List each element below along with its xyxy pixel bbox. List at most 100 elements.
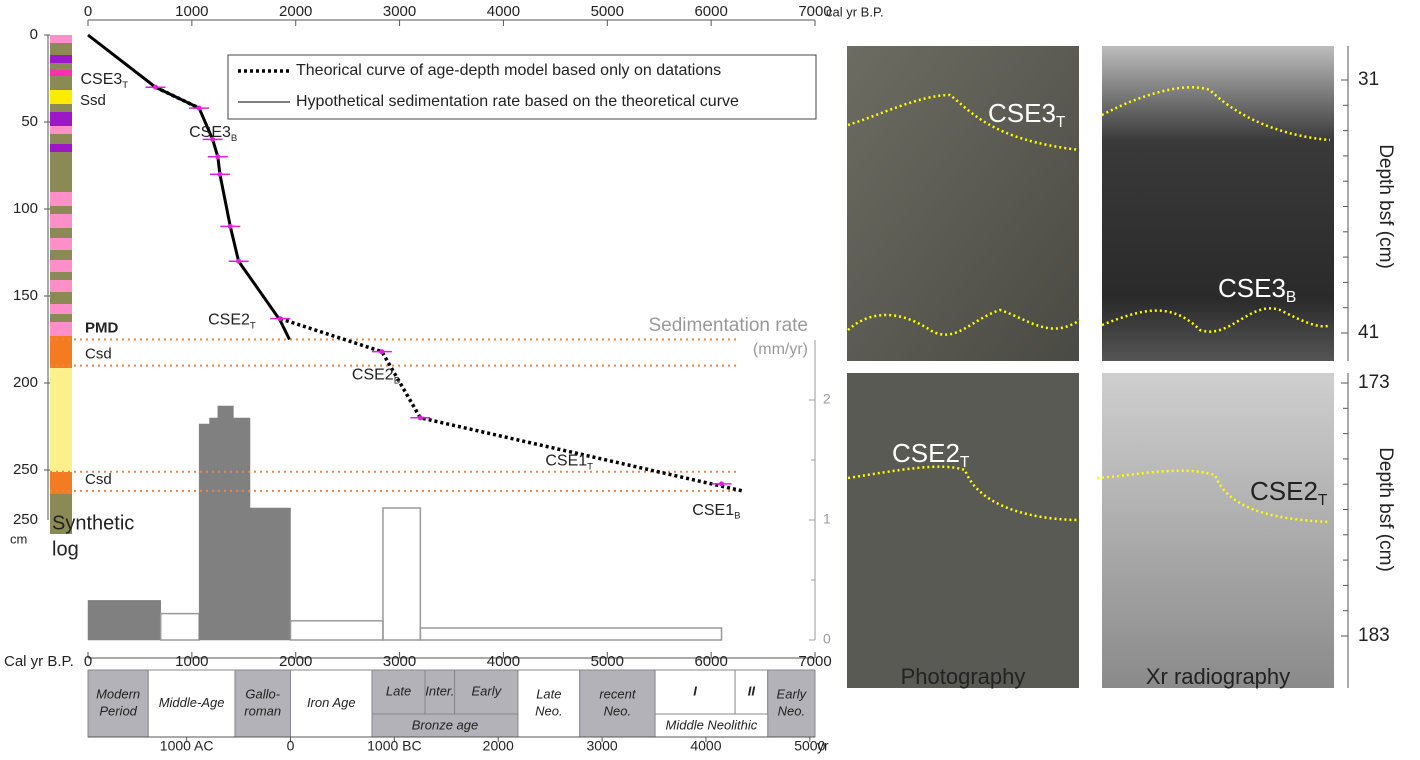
period-label: Inter. (425, 683, 454, 698)
annotation: CSE1B (692, 502, 740, 521)
log-layer (50, 90, 72, 104)
core-axis-label: Depth bsf (cm) (1375, 144, 1396, 269)
bottom-tick-label: 4000 (487, 653, 520, 670)
log-layer (50, 214, 72, 228)
depth-tick-label: 200 (13, 374, 38, 391)
annotation-sub: B (1286, 289, 1296, 306)
annotation-sub: T (960, 454, 970, 471)
bottom-axis-label: Cal yr B.P. (4, 653, 74, 670)
log-layer (50, 304, 72, 314)
depth-tick-label: 250 (13, 461, 38, 478)
log-label: Synthetic (52, 512, 134, 534)
core-depth-label: 183 (1358, 625, 1390, 646)
annotation: CSE3B (189, 124, 237, 143)
age-tick-label: 6000 (694, 3, 727, 20)
log-layer (50, 144, 72, 152)
annotation-text: CSE3 (1218, 273, 1286, 303)
period-label: Early (471, 683, 502, 698)
age-tick-label: 5000 (591, 3, 624, 20)
period-label: Neo. (535, 703, 562, 718)
bottom-tick-label: 2000 (279, 653, 312, 670)
log-layer (50, 43, 72, 55)
log-label: Ssd (80, 92, 106, 109)
log-layer (50, 260, 72, 272)
legend-label: Theorical curve of age-depth model based… (296, 62, 721, 79)
datation-point (278, 316, 283, 321)
period-label: Iron Age (307, 695, 356, 710)
annotation: CSE2T (1250, 476, 1328, 509)
sed-rate-bar (218, 406, 234, 640)
annotation-sub: T (122, 80, 128, 91)
datation-point (228, 224, 233, 229)
core-depth-label: 173 (1358, 372, 1390, 393)
annotation-text: CSE2 (892, 438, 960, 468)
datation-point (418, 415, 423, 420)
depth-tick-label: 0 (30, 26, 38, 43)
figure: 050100150200250250cmSyntheticlogSsd01000… (0, 0, 1420, 755)
log-layer (50, 152, 72, 192)
sed-rate-bar (383, 508, 420, 640)
datation-point (379, 349, 384, 354)
log-label: log (52, 538, 79, 560)
depth-tick-label: 50 (21, 113, 38, 130)
period-label: roman (244, 703, 281, 718)
bottom-tick-label: 1000 (175, 653, 208, 670)
period-label: Late (536, 686, 561, 701)
log-layer (50, 336, 72, 368)
log-layer (50, 76, 72, 90)
annotation-text: CSE2 (208, 312, 250, 329)
depth-unit: cm (10, 531, 27, 546)
calendar-tick-label: 4000 (690, 738, 721, 754)
log-layer (50, 104, 72, 112)
annotation-text: CSE2 (1250, 476, 1318, 506)
annotation-sub: T (1056, 114, 1066, 131)
log-layer (50, 55, 72, 63)
age-tick-label: 4000 (487, 3, 520, 20)
sed-rate-bar (199, 424, 209, 640)
period-label: Late (386, 683, 411, 698)
annotation-sub: B (394, 375, 400, 386)
datation-point (153, 85, 158, 90)
annotation: CSE3B (1218, 273, 1296, 306)
annotation-sub: T (250, 320, 256, 331)
age-tick-label: 3000 (383, 3, 416, 20)
depth-tick-label: 150 (13, 287, 38, 304)
log-layer (50, 250, 72, 260)
log-layer (50, 272, 72, 280)
annotation-text: CSE3 (189, 124, 231, 141)
period-label: II (748, 683, 756, 698)
log-layer (50, 192, 72, 206)
core-caption: Xr radiography (1146, 664, 1290, 689)
age-tick-label: 1000 (175, 3, 208, 20)
log-layer (50, 238, 72, 250)
log-layer (50, 292, 72, 304)
sed-rate-bar (210, 418, 218, 640)
annotation-sub: B (231, 132, 237, 143)
core-caption: Photography (901, 664, 1026, 689)
calendar-tick-label: 1000 AC (160, 738, 214, 754)
period-label: Gallo- (245, 686, 280, 701)
annotation: CSE2T (208, 312, 256, 331)
log-layer (50, 206, 72, 214)
calendar-tick-label: 0 (287, 738, 295, 754)
sed-rate-bar (250, 508, 291, 640)
period-label: Modern (96, 686, 140, 701)
sed-rate-bar (233, 418, 250, 640)
bottom-tick-label: 3000 (383, 653, 416, 670)
horizon-label: PMD (85, 319, 119, 336)
sed-tick-label: 0 (823, 631, 831, 647)
core-depth-label: 41 (1358, 322, 1379, 343)
log-layer (50, 35, 72, 43)
period-label: Period (99, 703, 137, 718)
calendar-tick-label: 2000 (483, 738, 514, 754)
log-layer (50, 280, 72, 292)
log-layer (50, 228, 72, 238)
log-layer (50, 134, 72, 144)
calendar-tick-label: 3000 (587, 738, 618, 754)
sed-rate-bar (420, 628, 721, 640)
period-label: Neo. (778, 703, 805, 718)
bottom-tick-label: 6000 (694, 653, 727, 670)
sed-rate-bar (161, 614, 199, 640)
core-depth-label: 31 (1358, 69, 1379, 90)
sed-axis-label: Sedimentation rate (649, 315, 809, 336)
